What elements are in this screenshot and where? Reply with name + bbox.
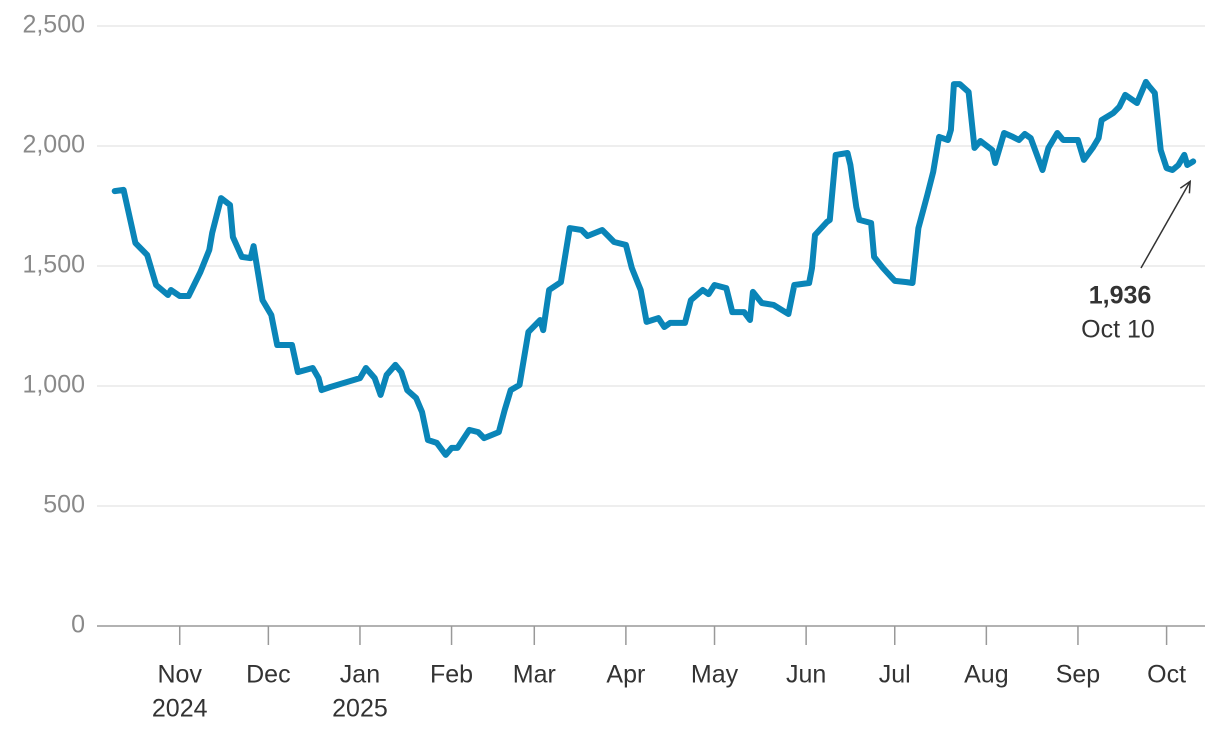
x-tick-year: 2025	[332, 695, 388, 723]
x-tick-label: May	[691, 661, 739, 689]
x-tick-label: Nov	[157, 661, 202, 689]
x-tick-year: 2024	[152, 695, 208, 723]
annotation-date: Oct 10	[1081, 316, 1155, 344]
arrow-part	[1179, 179, 1192, 194]
annotation-value: 1,936	[1089, 282, 1152, 310]
x-tick-label: Jul	[879, 661, 911, 689]
x-tick-label: Apr	[606, 661, 645, 689]
x-tick-label: Aug	[964, 661, 1008, 689]
arrow-part	[1140, 180, 1191, 269]
x-tick-label: Dec	[246, 661, 290, 689]
y-tick-label: 0	[71, 611, 85, 639]
y-tick-label: 2,500	[22, 11, 85, 39]
y-tick-label: 1,500	[22, 251, 85, 279]
y-tick-label: 1,000	[22, 371, 85, 399]
annotation-arrow	[1140, 179, 1192, 269]
x-tick-label: Jan	[340, 661, 380, 689]
y-tick-label: 500	[43, 491, 85, 519]
x-tick-label: Jun	[786, 661, 826, 689]
x-tick-label: Sep	[1056, 661, 1100, 689]
y-tick-label: 2,000	[22, 131, 85, 159]
line	[111, 78, 1197, 458]
x-tick-label: Mar	[513, 661, 556, 689]
x-tick-label: Oct	[1147, 661, 1186, 689]
x-tick-label: Feb	[430, 661, 473, 689]
